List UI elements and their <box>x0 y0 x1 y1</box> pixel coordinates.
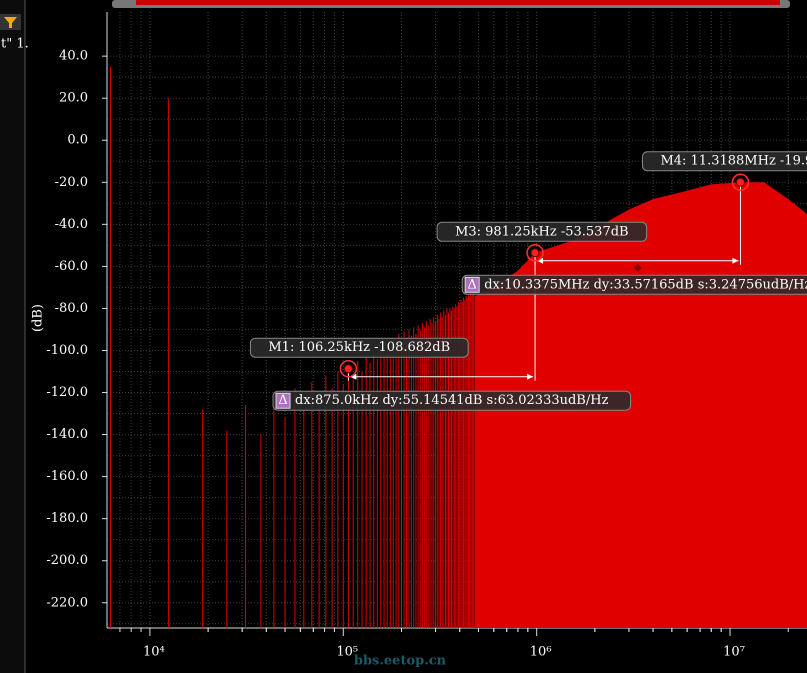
delta-label: dx:875.0kHz dy:55.14541dB s:63.02333udB/… <box>295 393 609 408</box>
marker-ring <box>339 359 358 378</box>
delta-label: dx:10.3375MHz dy:33.57165dB s:3.24756udB… <box>484 277 807 292</box>
delta-label-box <box>272 390 632 411</box>
marker-label: M1: 106.25kHz -108.682dB <box>268 340 450 355</box>
marker-label: M4: 11.3188MHz -19.965 <box>660 154 807 169</box>
x-tick-label: 10⁵ <box>336 645 358 660</box>
y-tick-label: -180.0 <box>46 511 88 526</box>
marker-label-box <box>249 337 469 358</box>
marker-label-box <box>436 221 648 242</box>
side-panel <box>0 0 25 673</box>
side-text: t" 1. <box>1 37 29 52</box>
x-tick-label: 10⁶ <box>530 645 552 660</box>
delta-icon <box>464 276 480 293</box>
scrollbar-thumb[interactable] <box>136 0 780 5</box>
watermark: bbs.eetop.cn <box>354 654 447 669</box>
marker-ring <box>731 173 750 191</box>
delta-label-box <box>461 274 807 295</box>
y-tick-label: -140.0 <box>46 427 88 442</box>
marker <box>530 248 540 258</box>
y-tick-label: -80.0 <box>55 301 88 316</box>
delta-diamond <box>437 379 446 388</box>
y-axis-label: (dB) <box>31 304 46 332</box>
y-tick-label: 0.0 <box>67 133 88 148</box>
y-tick-label: 20.0 <box>59 91 88 106</box>
delta-icon-glyph: Δ <box>467 277 476 292</box>
marker <box>343 364 353 374</box>
filter-icon <box>4 17 17 28</box>
delta-diamond <box>633 263 642 272</box>
marker-label-box <box>641 151 807 172</box>
x-tick-label: 10⁴ <box>143 645 165 660</box>
delta-icon-glyph: Δ <box>278 393 287 408</box>
y-tick-label: -200.0 <box>46 553 88 568</box>
delta-icon <box>275 392 291 409</box>
y-tick-label: -40.0 <box>55 217 88 232</box>
marker <box>735 177 745 187</box>
y-tick-label: -120.0 <box>46 385 88 400</box>
x-tick-label: 10⁷ <box>723 645 745 660</box>
y-tick-label: -60.0 <box>55 259 88 274</box>
y-tick-label: -160.0 <box>46 469 88 484</box>
marker-label: M3: 981.25kHz -53.537dB <box>455 224 629 239</box>
y-tick-label: -100.0 <box>46 343 88 358</box>
marker-ring <box>526 244 544 262</box>
y-tick-label: -20.0 <box>55 175 88 190</box>
y-tick-label: 40.0 <box>59 49 88 64</box>
y-tick-label: -220.0 <box>46 595 88 610</box>
